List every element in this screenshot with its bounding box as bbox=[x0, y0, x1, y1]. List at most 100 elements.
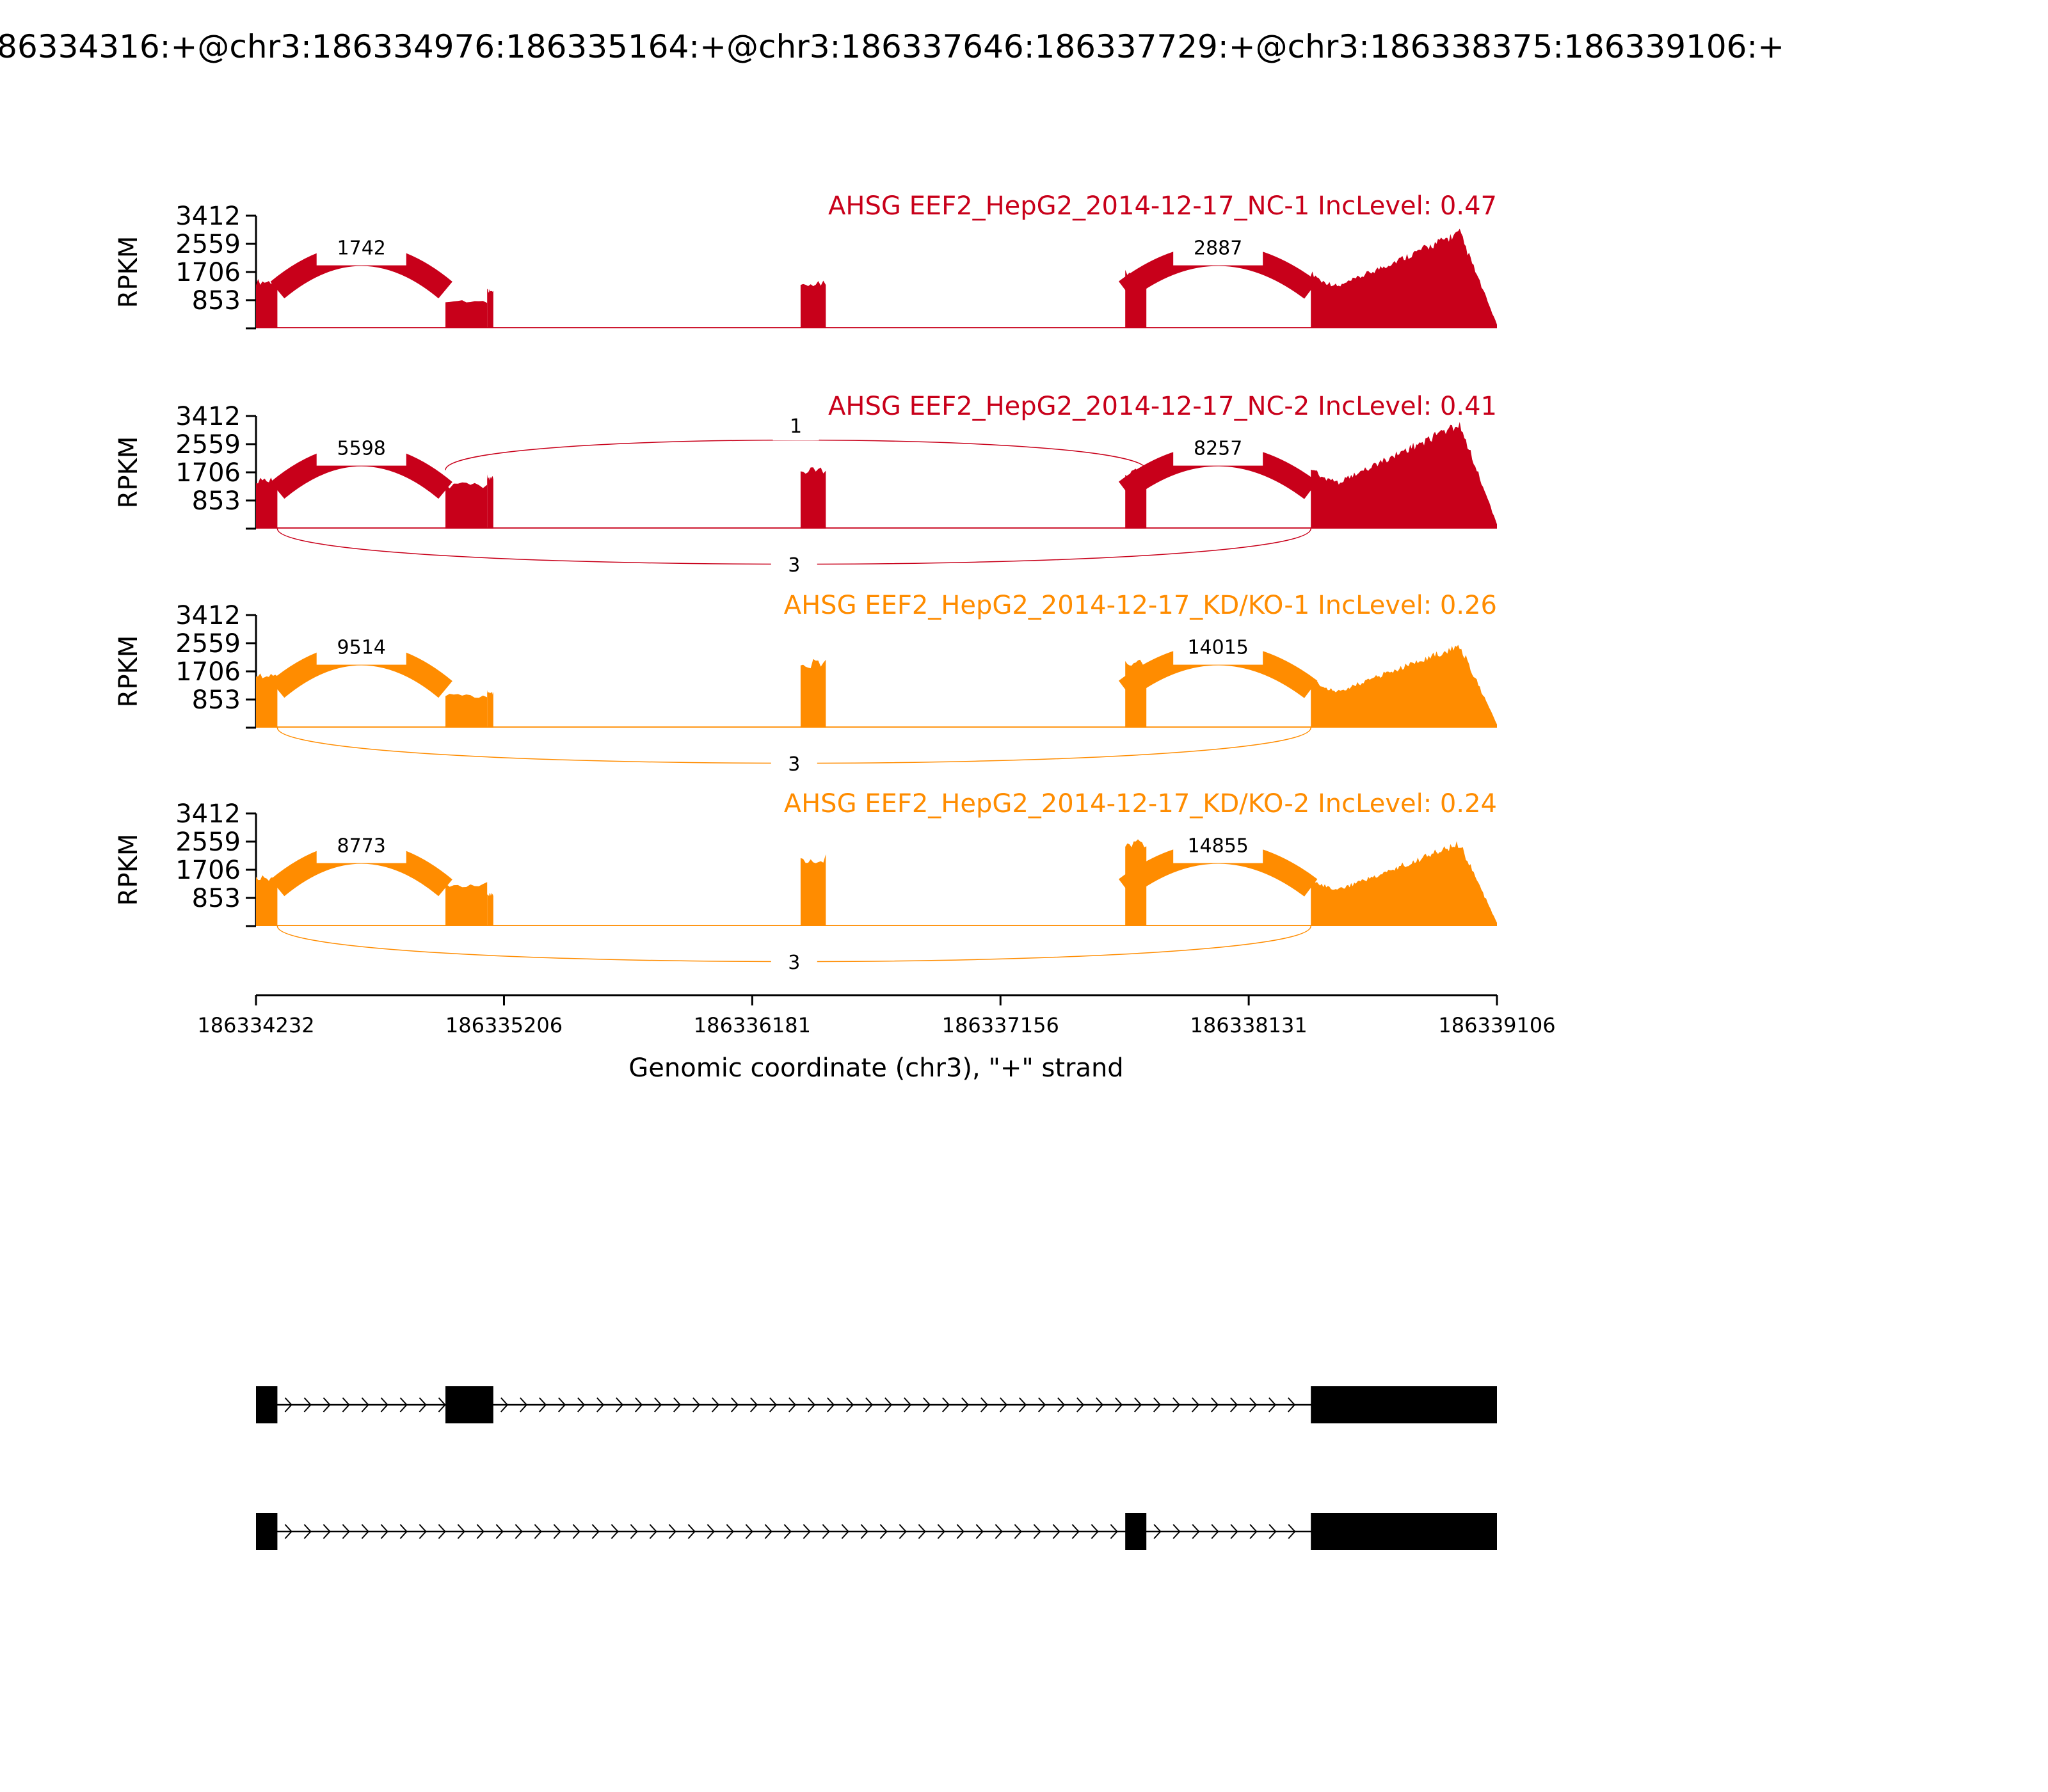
isoform-2 bbox=[256, 1513, 1497, 1550]
strand-arrow bbox=[764, 1524, 772, 1539]
junction-label-bg bbox=[316, 232, 406, 266]
strand-arrow bbox=[1268, 1397, 1277, 1412]
exon-block bbox=[256, 1513, 278, 1550]
strand-arrow bbox=[1249, 1397, 1258, 1412]
strand-arrow bbox=[500, 1397, 509, 1412]
x-axis-label: Genomic coordinate (chr3), "+" strand bbox=[628, 1053, 1123, 1083]
y-axis-label: RPKM bbox=[114, 236, 143, 308]
strand-arrow bbox=[1153, 1397, 1162, 1412]
strand-arrow bbox=[630, 1524, 638, 1539]
x-tick-label: 186338131 bbox=[1190, 1013, 1308, 1037]
y-tick-label: 2559 bbox=[175, 828, 241, 857]
coverage-area bbox=[1311, 644, 1497, 728]
y-tick-label: 853 bbox=[192, 884, 241, 913]
strand-arrow bbox=[1230, 1397, 1238, 1412]
coverage-area bbox=[1311, 841, 1497, 926]
strand-arrow bbox=[803, 1524, 811, 1539]
strand-arrow bbox=[937, 1524, 945, 1539]
strand-arrow bbox=[668, 1524, 676, 1539]
strand-arrow bbox=[419, 1524, 427, 1539]
junction-count: 3 bbox=[788, 554, 800, 577]
exon-block bbox=[1311, 1513, 1497, 1550]
x-tick-label: 186335206 bbox=[445, 1013, 563, 1037]
strand-arrow bbox=[673, 1397, 682, 1412]
coverage-area bbox=[256, 477, 278, 529]
strand-arrow bbox=[361, 1524, 369, 1539]
strand-arrow bbox=[995, 1524, 1003, 1539]
coverage-area bbox=[445, 882, 488, 926]
strand-arrow bbox=[1211, 1397, 1219, 1412]
y-axis-label: RPKM bbox=[114, 636, 143, 708]
strand-arrow bbox=[1192, 1524, 1200, 1539]
strand-arrow bbox=[649, 1524, 657, 1539]
strand-arrow bbox=[284, 1524, 292, 1539]
junction-count: 1 bbox=[790, 415, 802, 438]
y-tick-label: 853 bbox=[192, 286, 241, 316]
strand-arrow bbox=[616, 1397, 624, 1412]
strand-arrow bbox=[956, 1524, 964, 1539]
strand-arrow bbox=[1211, 1524, 1219, 1539]
strand-arrow bbox=[726, 1524, 734, 1539]
x-tick-label: 186336181 bbox=[694, 1013, 811, 1037]
strand-arrow bbox=[860, 1524, 868, 1539]
strand-arrow bbox=[750, 1397, 758, 1412]
strand-arrow bbox=[884, 1397, 893, 1412]
track-label: AHSG EEF2_HepG2_2014-12-17_NC-2 IncLevel… bbox=[828, 392, 1497, 421]
strand-arrow bbox=[596, 1397, 605, 1412]
strand-arrow bbox=[1000, 1397, 1008, 1412]
strand-arrow bbox=[1038, 1397, 1046, 1412]
coverage-area bbox=[800, 854, 826, 926]
strand-arrow bbox=[942, 1397, 950, 1412]
strand-arrow bbox=[731, 1397, 739, 1412]
strand-arrow bbox=[438, 1397, 446, 1412]
strand-arrow bbox=[1172, 1524, 1181, 1539]
coverage-area bbox=[256, 279, 278, 328]
x-axis: Genomic coordinate (chr3), "+" strand 18… bbox=[197, 994, 1556, 1083]
y-tick-label: 3412 bbox=[175, 601, 241, 630]
strand-arrow bbox=[692, 1397, 701, 1412]
strand-arrow bbox=[303, 1524, 312, 1539]
strand-arrow bbox=[879, 1524, 888, 1539]
y-tick-label: 2559 bbox=[175, 430, 241, 460]
strand-arrow bbox=[284, 1397, 292, 1412]
strand-arrow bbox=[399, 1524, 408, 1539]
x-tick-label: 186334232 bbox=[197, 1013, 314, 1037]
isoform-models bbox=[256, 1386, 1497, 1550]
junction-count: 9514 bbox=[337, 637, 386, 659]
y-tick-label: 853 bbox=[192, 685, 241, 715]
track-label: AHSG EEF2_HepG2_2014-12-17_KD/KO-2 IncLe… bbox=[784, 789, 1497, 819]
y-tick-label: 2559 bbox=[175, 629, 241, 659]
y-tick-label: 1706 bbox=[175, 258, 241, 287]
y-tick-label: 1706 bbox=[175, 657, 241, 687]
exon-block bbox=[256, 1386, 278, 1423]
strand-arrow bbox=[899, 1524, 907, 1539]
x-tick-label: 186337156 bbox=[942, 1013, 1059, 1037]
junction-label-bg bbox=[771, 748, 817, 776]
junction-count: 14015 bbox=[1187, 637, 1248, 659]
strand-arrow bbox=[323, 1397, 331, 1412]
strand-arrow bbox=[687, 1524, 696, 1539]
strand-arrow bbox=[788, 1397, 797, 1412]
y-tick-label: 3412 bbox=[175, 799, 241, 829]
strand-arrow bbox=[534, 1524, 542, 1539]
track-label: AHSG EEF2_HepG2_2014-12-17_KD/KO-1 IncLe… bbox=[784, 591, 1497, 620]
junction-label-bg bbox=[316, 631, 406, 665]
strand-arrow bbox=[342, 1524, 350, 1539]
y-axis-label: RPKM bbox=[114, 436, 143, 509]
junction-label-bg bbox=[316, 432, 406, 466]
coverage-area bbox=[800, 467, 826, 529]
coverage-area bbox=[487, 289, 493, 328]
y-tick-label: 3412 bbox=[175, 402, 241, 431]
strand-arrow bbox=[1033, 1524, 1041, 1539]
strand-arrow bbox=[918, 1524, 926, 1539]
strand-arrow bbox=[846, 1397, 854, 1412]
strand-arrow bbox=[712, 1397, 720, 1412]
strand-arrow bbox=[380, 1397, 388, 1412]
strand-arrow bbox=[303, 1397, 312, 1412]
strand-arrow bbox=[961, 1397, 970, 1412]
coverage-area bbox=[487, 892, 493, 926]
strand-arrow bbox=[841, 1524, 849, 1539]
strand-arrow bbox=[783, 1524, 792, 1539]
